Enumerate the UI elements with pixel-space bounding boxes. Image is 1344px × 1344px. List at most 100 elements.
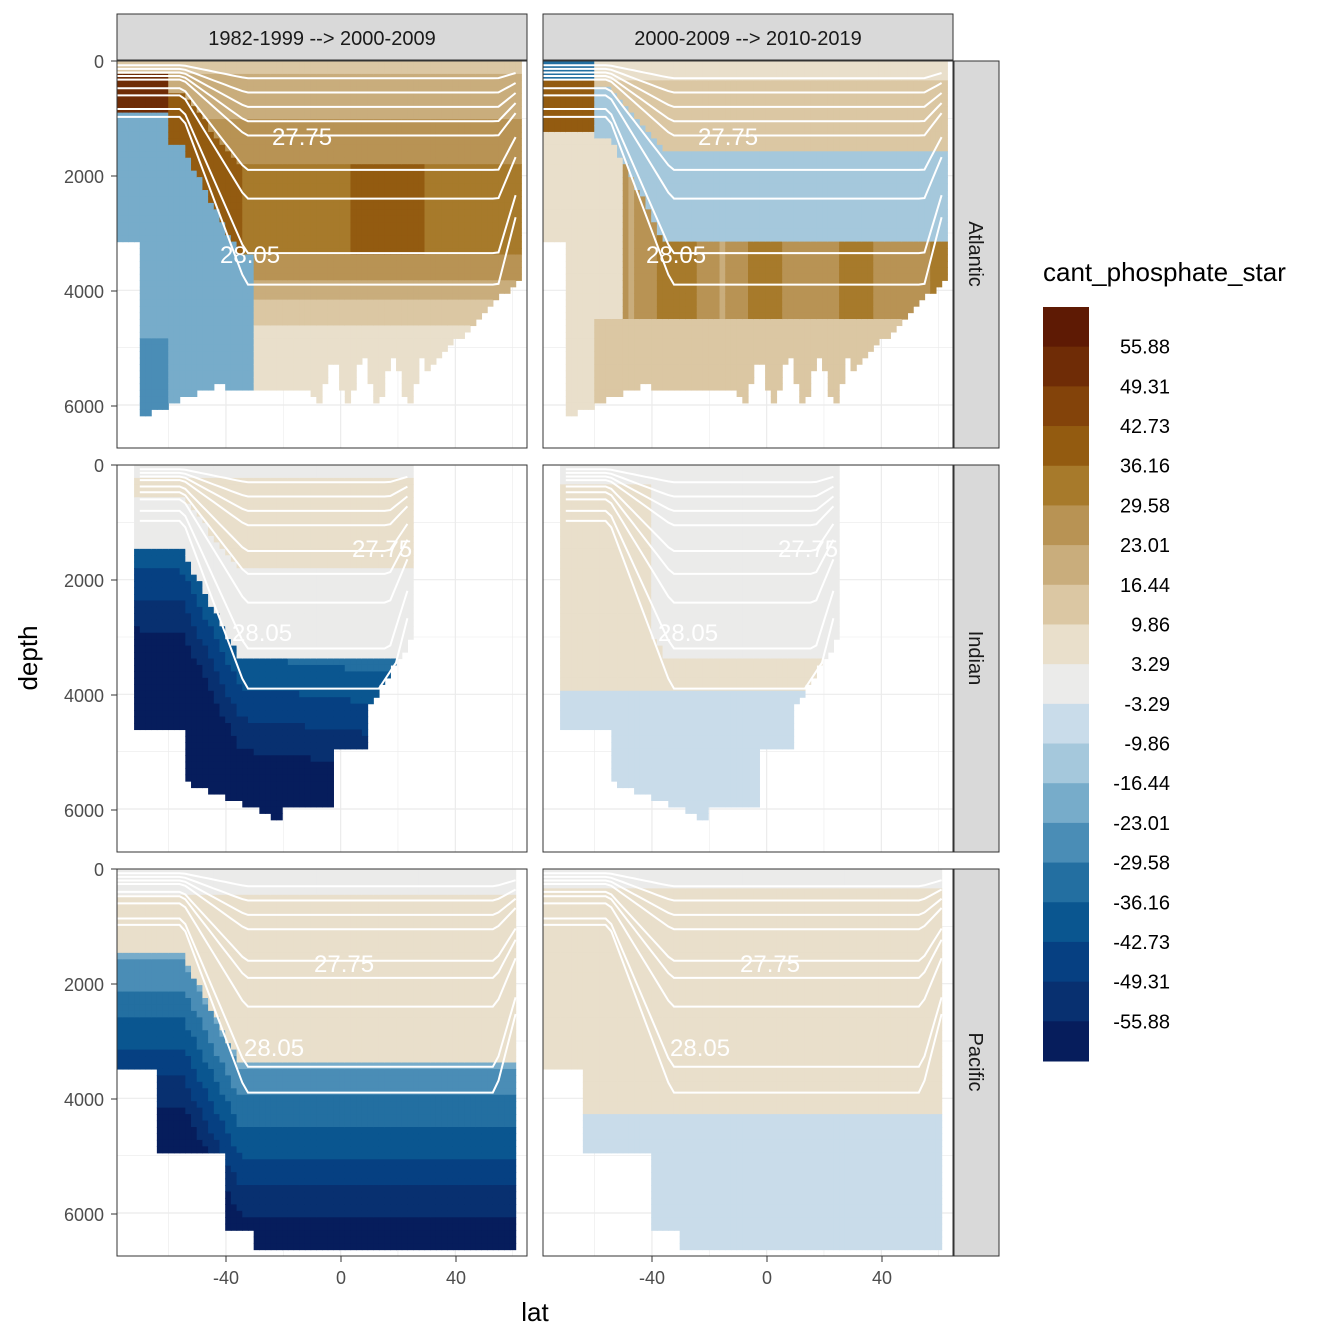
section-cell xyxy=(543,215,550,223)
section-cell xyxy=(582,248,590,256)
section-cell xyxy=(582,383,590,391)
section-cell xyxy=(202,338,209,346)
section-cell xyxy=(208,331,215,339)
section-cell xyxy=(236,299,243,307)
section-cell xyxy=(344,61,352,69)
section-cell xyxy=(475,138,483,146)
section-cell xyxy=(168,183,175,191)
section-cell xyxy=(594,260,601,268)
section-cell xyxy=(117,177,124,185)
section-cell xyxy=(708,370,715,378)
section-cell xyxy=(565,389,573,397)
section-cell xyxy=(662,357,669,365)
section-cell xyxy=(594,80,601,88)
section-cell xyxy=(470,119,477,127)
section-cell xyxy=(162,312,169,320)
section-cell xyxy=(464,312,471,320)
section-cell xyxy=(696,319,704,327)
section-cell xyxy=(333,67,340,75)
section-cell xyxy=(259,202,266,210)
section-cell xyxy=(225,312,232,320)
section-cell xyxy=(139,254,147,262)
section-cell xyxy=(310,357,317,365)
section-cell xyxy=(139,331,147,339)
section-cell xyxy=(447,177,454,185)
section-cell xyxy=(685,106,692,114)
section-cell xyxy=(611,106,618,114)
section-cell xyxy=(310,106,317,114)
section-cell xyxy=(151,402,158,410)
section-cell xyxy=(196,131,204,139)
section-cell xyxy=(594,93,601,101)
section-cell xyxy=(117,190,124,198)
section-cell xyxy=(384,86,391,94)
section-cell xyxy=(577,280,584,288)
section-cell xyxy=(634,267,641,275)
section-cell xyxy=(276,377,283,385)
section-cell xyxy=(696,331,704,339)
section-cell xyxy=(151,312,158,320)
section-cell xyxy=(611,157,618,165)
section-cell xyxy=(668,80,675,88)
section-cell xyxy=(565,93,573,101)
section-cell xyxy=(708,177,715,185)
section-cell xyxy=(219,377,226,385)
section-cell xyxy=(225,364,232,372)
section-cell xyxy=(378,222,386,230)
section-cell xyxy=(691,248,698,256)
section-cell xyxy=(548,183,555,191)
section-cell xyxy=(339,119,346,127)
section-cell xyxy=(605,183,612,191)
section-cell xyxy=(413,112,420,120)
section-cell xyxy=(588,93,595,101)
section-cell xyxy=(384,106,391,114)
section-cell xyxy=(487,286,494,294)
section-cell xyxy=(719,138,726,146)
section-cell xyxy=(179,338,186,346)
section-cell xyxy=(247,119,255,127)
section-cell xyxy=(310,183,317,191)
section-cell xyxy=(651,273,658,281)
section-cell xyxy=(605,112,612,120)
section-cell xyxy=(162,364,169,372)
section-cell xyxy=(117,138,124,146)
section-cell xyxy=(679,157,686,165)
section-cell xyxy=(685,86,692,94)
section-cell xyxy=(339,344,346,352)
section-cell xyxy=(696,364,704,372)
section-cell xyxy=(656,138,664,146)
section-cell xyxy=(373,209,380,217)
section-cell xyxy=(475,86,483,94)
section-cell xyxy=(185,177,192,185)
section-cell xyxy=(492,235,500,243)
section-cell xyxy=(441,241,448,249)
section-cell xyxy=(639,112,647,120)
section-cell xyxy=(413,215,420,223)
section-cell xyxy=(378,267,386,275)
section-cell xyxy=(378,209,386,217)
section-cell xyxy=(151,396,158,404)
section-cell xyxy=(327,222,334,230)
section-cell xyxy=(668,99,675,107)
section-cell xyxy=(339,196,346,204)
section-cell xyxy=(696,293,704,301)
section-cell xyxy=(173,215,181,223)
section-cell xyxy=(582,209,590,217)
section-cell xyxy=(622,344,630,352)
section-cell xyxy=(713,241,721,249)
section-cell xyxy=(151,325,158,333)
section-cell xyxy=(679,222,686,230)
section-cell xyxy=(588,99,595,107)
section-cell xyxy=(645,319,652,327)
section-cell xyxy=(430,338,437,346)
section-cell xyxy=(599,177,607,185)
section-cell xyxy=(344,306,352,314)
section-cell xyxy=(213,254,221,262)
section-cell xyxy=(373,306,380,314)
section-cell xyxy=(390,183,397,191)
section-cell xyxy=(696,299,704,307)
section-cell xyxy=(685,61,692,69)
section-cell xyxy=(679,370,686,378)
section-cell xyxy=(430,106,437,114)
section-cell xyxy=(679,80,686,88)
